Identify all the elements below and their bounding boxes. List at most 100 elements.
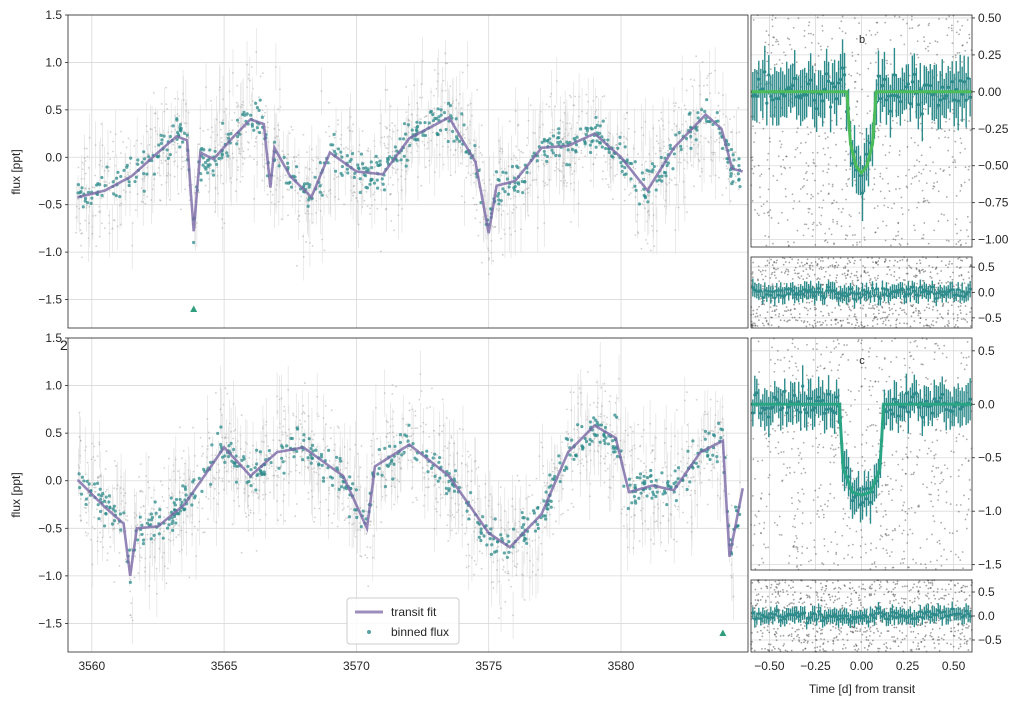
bottom-left-raw-point xyxy=(737,527,740,530)
bottom-left-raw-point xyxy=(384,478,387,481)
bottom-left-raw-point xyxy=(112,528,115,530)
bottom-left-raw-point xyxy=(730,504,733,507)
top-left-binned-point xyxy=(143,157,147,161)
top-left-raw-point xyxy=(718,141,721,144)
bottom-left-raw-point xyxy=(490,581,493,584)
bottom-left-raw-point xyxy=(728,492,730,495)
bottom-left-raw-point xyxy=(86,492,89,494)
bottom-left-binned-point xyxy=(520,525,524,530)
top-left-raw-point xyxy=(419,96,421,99)
top-left-binned-point xyxy=(464,150,468,154)
bottom-left-raw-point xyxy=(687,445,690,448)
bottom-left-raw-point xyxy=(175,518,178,521)
top-left-raw-point xyxy=(174,97,177,100)
bottom-left-raw-point xyxy=(572,391,575,394)
bottom-left-raw-point xyxy=(683,399,686,402)
top-left-raw-point xyxy=(165,155,168,158)
top-left-raw-point xyxy=(594,111,597,113)
top-left-raw-point xyxy=(80,232,83,235)
bottom-left-raw-point xyxy=(304,382,306,384)
bottom-left-raw-point xyxy=(252,512,255,515)
bottom-left-raw-point xyxy=(453,516,456,519)
bottom-left-raw-point xyxy=(455,481,458,484)
top-left-raw-point xyxy=(677,206,680,209)
bottom-left-raw-point xyxy=(354,443,357,446)
bottom-left-raw-point xyxy=(117,522,119,525)
bottom-left-raw-point xyxy=(632,480,635,482)
bottom-left-raw-point xyxy=(467,565,470,568)
top-left-binned-point xyxy=(460,112,464,116)
top-left-raw-point xyxy=(597,120,600,123)
bottom-left-binned-point xyxy=(79,492,84,496)
top-left-binned-point xyxy=(575,135,579,139)
top-left-raw-point xyxy=(563,101,566,104)
top-left-raw-point xyxy=(469,142,471,144)
top-left-raw-point xyxy=(516,159,519,162)
top-left-binned-point xyxy=(352,175,356,180)
top-left-raw-point xyxy=(351,130,354,133)
top-left-binned-point xyxy=(406,123,411,127)
bottom-left-raw-point xyxy=(230,466,233,468)
top-left-raw-point xyxy=(317,157,320,160)
top-left-raw-point xyxy=(335,176,338,179)
bottom-left-raw-point xyxy=(158,547,161,550)
bottom-left-raw-point xyxy=(85,507,88,509)
bottom-left-raw-point xyxy=(488,499,490,502)
top-left-binned-point xyxy=(668,143,672,147)
bottom-left-binned-point xyxy=(231,447,236,452)
bottom-left-raw-point xyxy=(633,444,636,447)
bottom-left-raw-point xyxy=(603,414,606,417)
bottom-left-raw-point xyxy=(148,512,150,515)
bottom-left-raw-point xyxy=(694,489,696,492)
top-left-raw-point xyxy=(176,165,179,168)
bottom-left-binned-point xyxy=(80,475,84,479)
top-left-raw-point xyxy=(483,182,486,185)
top-left-raw-point xyxy=(607,183,609,186)
bottom-left-raw-point xyxy=(174,458,177,461)
bottom-left-raw-point xyxy=(468,554,471,557)
top-left-binned-point xyxy=(147,155,151,159)
bottom-left-raw-point xyxy=(300,442,303,445)
bottom-left-binned-point xyxy=(330,476,335,480)
bottom-left-binned-point xyxy=(306,456,310,460)
top-left-binned-point xyxy=(695,128,699,132)
bottom-left-raw-point xyxy=(670,513,673,516)
top-left-binned-point xyxy=(556,140,560,144)
bottom-left-raw-point xyxy=(84,449,87,452)
bottom-left-raw-point xyxy=(372,500,375,503)
bottom-left-raw-point xyxy=(173,524,176,527)
top-left-raw-point xyxy=(714,69,717,72)
top-left-binned-point xyxy=(370,165,374,170)
bottom-left-raw-point xyxy=(303,412,306,415)
bottom-left-raw-point xyxy=(576,428,579,431)
bottom-left-raw-point xyxy=(336,495,339,498)
bottom-left-raw-point xyxy=(410,487,413,490)
bottom-left-raw-point xyxy=(662,515,665,517)
top-left-raw-point xyxy=(325,131,327,134)
top-left-binned-point xyxy=(345,154,349,158)
bottom-left-raw-point xyxy=(439,493,442,496)
bottom-left-raw-point xyxy=(275,466,278,468)
bottom-left-raw-point xyxy=(136,542,139,545)
top-left-raw-point xyxy=(218,154,221,157)
top-left-raw-point xyxy=(477,234,480,237)
bottom-left-raw-point xyxy=(540,441,543,444)
bottom-left-raw-point xyxy=(649,538,652,541)
top-left-binned-point xyxy=(706,119,711,124)
top-left-binned-point xyxy=(398,137,402,141)
top-left-raw-point xyxy=(585,93,588,96)
top-left-raw-point xyxy=(529,184,532,187)
top-left-raw-point xyxy=(225,107,227,110)
top-left-raw-point xyxy=(447,110,450,113)
top-left-raw-point xyxy=(636,213,639,216)
top-left-raw-point xyxy=(215,118,218,121)
top-left-raw-point xyxy=(176,113,179,115)
bottom-left-raw-point xyxy=(298,471,301,474)
bottom-left-raw-point xyxy=(550,458,553,461)
top-left-raw-point xyxy=(438,153,441,156)
bottom-left-binned-point xyxy=(511,527,516,531)
top-left-raw-point xyxy=(213,211,216,213)
top-left-raw-point xyxy=(104,180,107,183)
top-left-binned-point xyxy=(672,152,676,156)
top-left-binned-point xyxy=(679,144,683,148)
